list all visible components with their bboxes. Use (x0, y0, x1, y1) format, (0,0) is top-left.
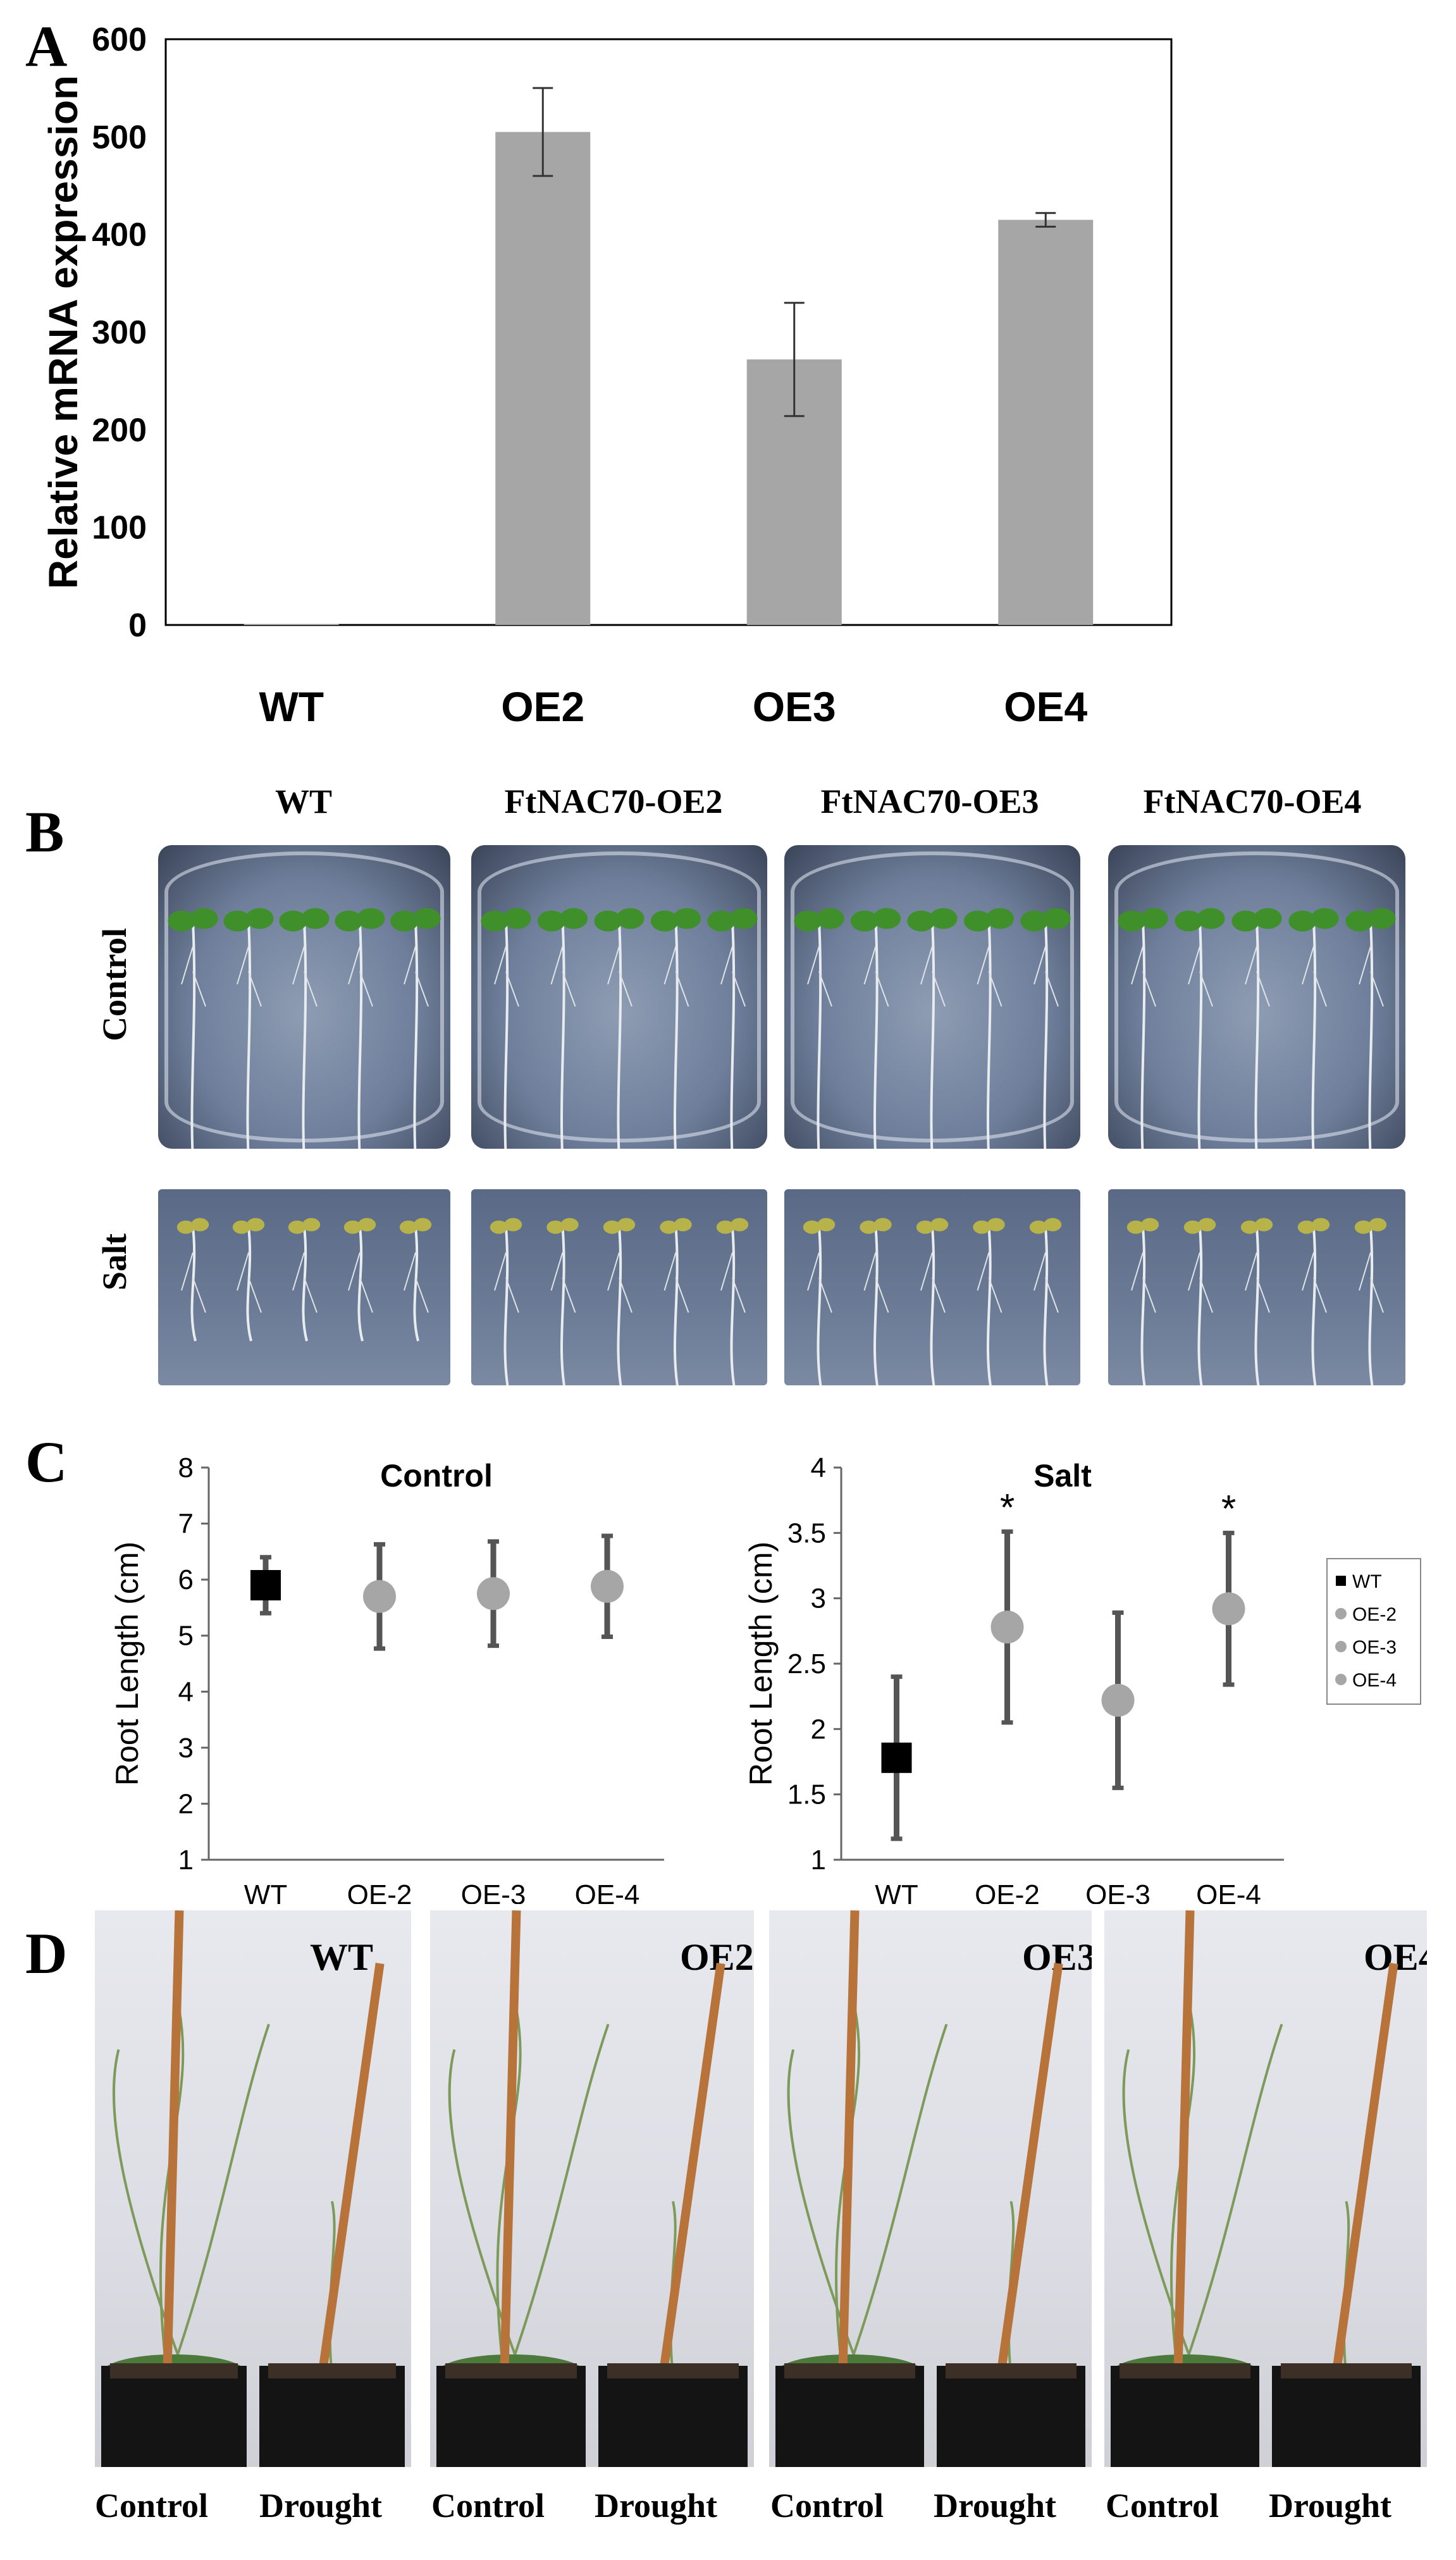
marker-oe-2 (990, 1611, 1024, 1644)
x-tick-label: OE-2 (347, 1879, 412, 1904)
panel-letter-b: B (25, 800, 65, 864)
marker-oe-4 (1212, 1592, 1245, 1626)
x-tick-label: OE-4 (1196, 1879, 1261, 1904)
bar-chart-relative-expression: 0 100 200 300 400 500 600 WT OE2 OE3 OE4 Relative m… (40, 22, 1173, 730)
legend-marker (1335, 1641, 1347, 1652)
y-tick-label: 100 (92, 510, 147, 547)
control-dish-oe3 (784, 845, 1080, 1149)
panel-letter-d: D (25, 1921, 68, 1986)
y-tick-label: 4 (811, 1452, 826, 1483)
legend-marker (1335, 1674, 1347, 1685)
legend-label: OE-3 (1352, 1637, 1397, 1658)
panel-d-label-drought-2: Drought (595, 2487, 718, 2525)
x-tick-label: OE2 (501, 683, 584, 730)
bar-wt (244, 624, 339, 625)
panel-letter-c: C (25, 1430, 68, 1494)
legend-marker (1335, 1608, 1347, 1619)
plot-area-frame (164, 38, 1173, 626)
panel-b-column-title-oe2: FtNAC70-OE2 (504, 782, 723, 820)
y-tick-label: 3 (178, 1733, 194, 1764)
root-length-control-chart: 1 2 3 4 5 6 7 8 WT OE-2 OE-3 OE-4 Control Root Length… (109, 1452, 664, 1904)
x-tick-label: OE3 (753, 683, 836, 730)
y-tick-label: 7 (178, 1509, 194, 1540)
marker-oe-3 (1101, 1683, 1135, 1717)
y-tick-label: 3.5 (787, 1518, 826, 1549)
panel-b-column-title-wt: WT (275, 782, 333, 820)
x-tick-label: OE-3 (461, 1879, 526, 1904)
y-tick-label: 0 (128, 607, 147, 644)
marker-oe-3 (477, 1577, 510, 1611)
y-axis-label: Root Length (cm) (109, 1542, 145, 1786)
marker-oe-4 (591, 1569, 624, 1603)
x-tick-label: WT (244, 1879, 287, 1904)
marker-oe-2 (363, 1580, 396, 1613)
y-tick-label: 4 (178, 1676, 194, 1707)
panel-d-label-control-4: Control (1106, 2487, 1219, 2525)
marker-wt (250, 1570, 281, 1600)
y-axis-label: Relative mRNA expression (40, 75, 86, 589)
root-length-salt-chart: 1 1.5 2 2.5 3 3.5 4 WT * OE-2 OE-3 * OE-4 Salt Root Le… (743, 1452, 1421, 1904)
y-tick-label: 1 (178, 1845, 194, 1876)
x-tick-label: OE-3 (1085, 1879, 1151, 1904)
photo-label: WT (310, 1936, 374, 1978)
legend-label: OE-2 (1352, 1604, 1397, 1625)
y-axis-label: Root Length (cm) (743, 1542, 779, 1786)
chart-title: Salt (1033, 1458, 1092, 1493)
x-tick-label: OE-4 (575, 1879, 640, 1904)
panel-d-label-control-3: Control (770, 2487, 884, 2525)
legend-marker (1336, 1576, 1346, 1586)
salt-dish-wt (158, 1189, 450, 1385)
panel-b-column-title-oe3: FtNAC70-OE3 (820, 782, 1039, 820)
marker-wt (881, 1742, 912, 1773)
drought-photo-oe2: OE2 (430, 1910, 754, 2467)
bar-oe4 (998, 220, 1094, 625)
legend-label: OE-4 (1352, 1670, 1397, 1691)
y-tick-label: 5 (178, 1621, 194, 1652)
panel-d-label-drought-4: Drought (1269, 2487, 1392, 2525)
y-tick-label: 3 (811, 1583, 826, 1614)
significance-star: * (1000, 1486, 1015, 1528)
chart-title: Control (380, 1458, 493, 1493)
drought-photo-wt: WT (95, 1910, 411, 2467)
x-tick-label: OE4 (1004, 683, 1087, 730)
panel-letter-a: A (25, 14, 68, 78)
panel-d-label-drought-1: Drought (259, 2487, 383, 2525)
salt-dish-oe2 (471, 1189, 767, 1385)
y-tick-label: 1 (811, 1845, 826, 1876)
salt-dish-oe4 (1108, 1189, 1405, 1385)
salt-dish-oe3 (784, 1189, 1080, 1385)
y-tick-label: 6 (178, 1564, 194, 1595)
y-tick-label: 400 (92, 217, 147, 254)
y-tick-label: 2.5 (787, 1648, 826, 1679)
drought-photo-oe4: OE4 (1104, 1910, 1427, 2467)
y-tick-label: 500 (92, 119, 147, 156)
legend-label: WT (1352, 1571, 1382, 1592)
control-dish-wt (158, 845, 450, 1149)
bar-oe2 (495, 132, 591, 625)
x-tick-label: WT (259, 683, 324, 730)
y-tick-label: 300 (92, 314, 147, 351)
panel-d-label-control-2: Control (431, 2487, 545, 2525)
y-tick-label: 600 (92, 22, 147, 58)
y-tick-label: 200 (92, 412, 147, 448)
x-tick-label: OE-2 (975, 1879, 1040, 1904)
y-tick-label: 2 (811, 1714, 826, 1745)
panel-b-column-title-oe4: FtNAC70-OE4 (1143, 782, 1362, 820)
significance-star: * (1221, 1487, 1236, 1530)
y-tick-label: 2 (178, 1788, 194, 1819)
y-tick-label: 1.5 (787, 1779, 826, 1810)
panel-b-row-title-control: Control (96, 927, 133, 1041)
x-tick-label: WT (875, 1879, 918, 1904)
control-dish-oe4 (1108, 845, 1405, 1149)
panel-d-label-drought-3: Drought (934, 2487, 1057, 2525)
drought-photo-oe3: OE3 (769, 1910, 1092, 2467)
panel-d-label-control-1: Control (95, 2487, 209, 2525)
control-dish-oe2 (471, 845, 767, 1149)
panel-b-row-title-salt: Salt (96, 1233, 133, 1290)
y-tick-label: 8 (178, 1452, 194, 1483)
